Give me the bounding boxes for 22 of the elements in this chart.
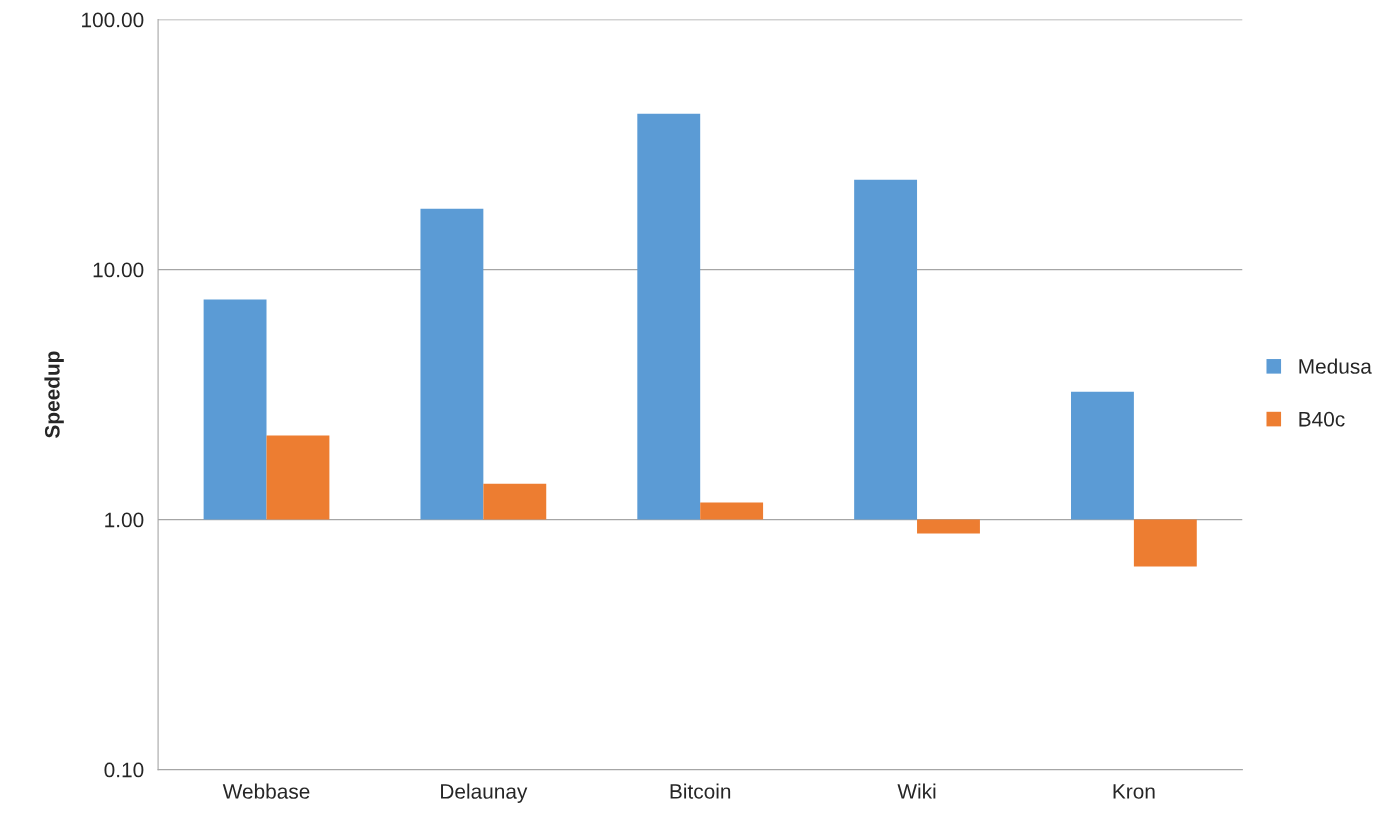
legend-label: B40c	[1299, 411, 1345, 427]
y-tick-label: 0.10	[104, 762, 144, 778]
x-tick-label: Bitcoin	[670, 783, 731, 799]
bar	[637, 113, 701, 520]
bar	[700, 502, 764, 520]
y-axis-title: Speedup	[44, 351, 64, 438]
bar	[1071, 391, 1134, 520]
bar	[420, 208, 484, 520]
y-tick-label: 1.00	[105, 512, 144, 528]
y-tick-label: 10.00	[93, 262, 144, 278]
x-tick-label: Delaunay	[441, 783, 528, 803]
bar	[483, 483, 547, 520]
bar	[203, 299, 267, 520]
x-tick-label: Webbase	[222, 783, 310, 799]
x-tick-label: Kron	[1113, 784, 1155, 799]
x-tick-label: Wiki	[897, 783, 936, 799]
bar	[1133, 519, 1197, 567]
y-tick-label: 100.00	[82, 12, 144, 28]
bar	[917, 519, 980, 534]
bar	[854, 179, 918, 520]
legend-label: Medusa	[1299, 358, 1372, 374]
bar	[266, 435, 330, 520]
